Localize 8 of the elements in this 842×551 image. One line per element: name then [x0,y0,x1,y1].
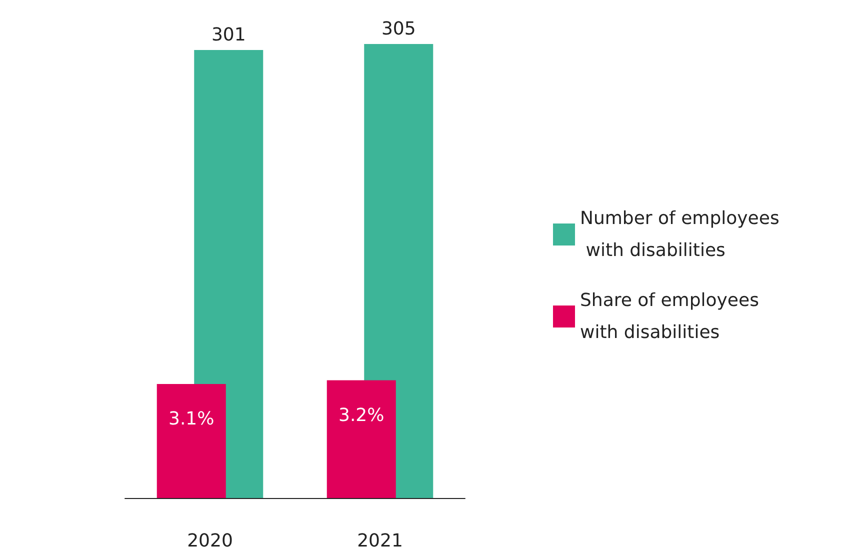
data-label: 3.2% [338,404,384,426]
data-label: 305 [381,18,416,40]
legend-label: Share of employees with disabilities [580,290,765,343]
data-label: 3.1% [168,408,214,430]
data-label: 301 [211,24,246,46]
legend-label: Number of employees with disabilities [580,208,780,261]
x-tick-label: 2020 [187,530,233,551]
x-tick-label: 2021 [357,530,403,551]
